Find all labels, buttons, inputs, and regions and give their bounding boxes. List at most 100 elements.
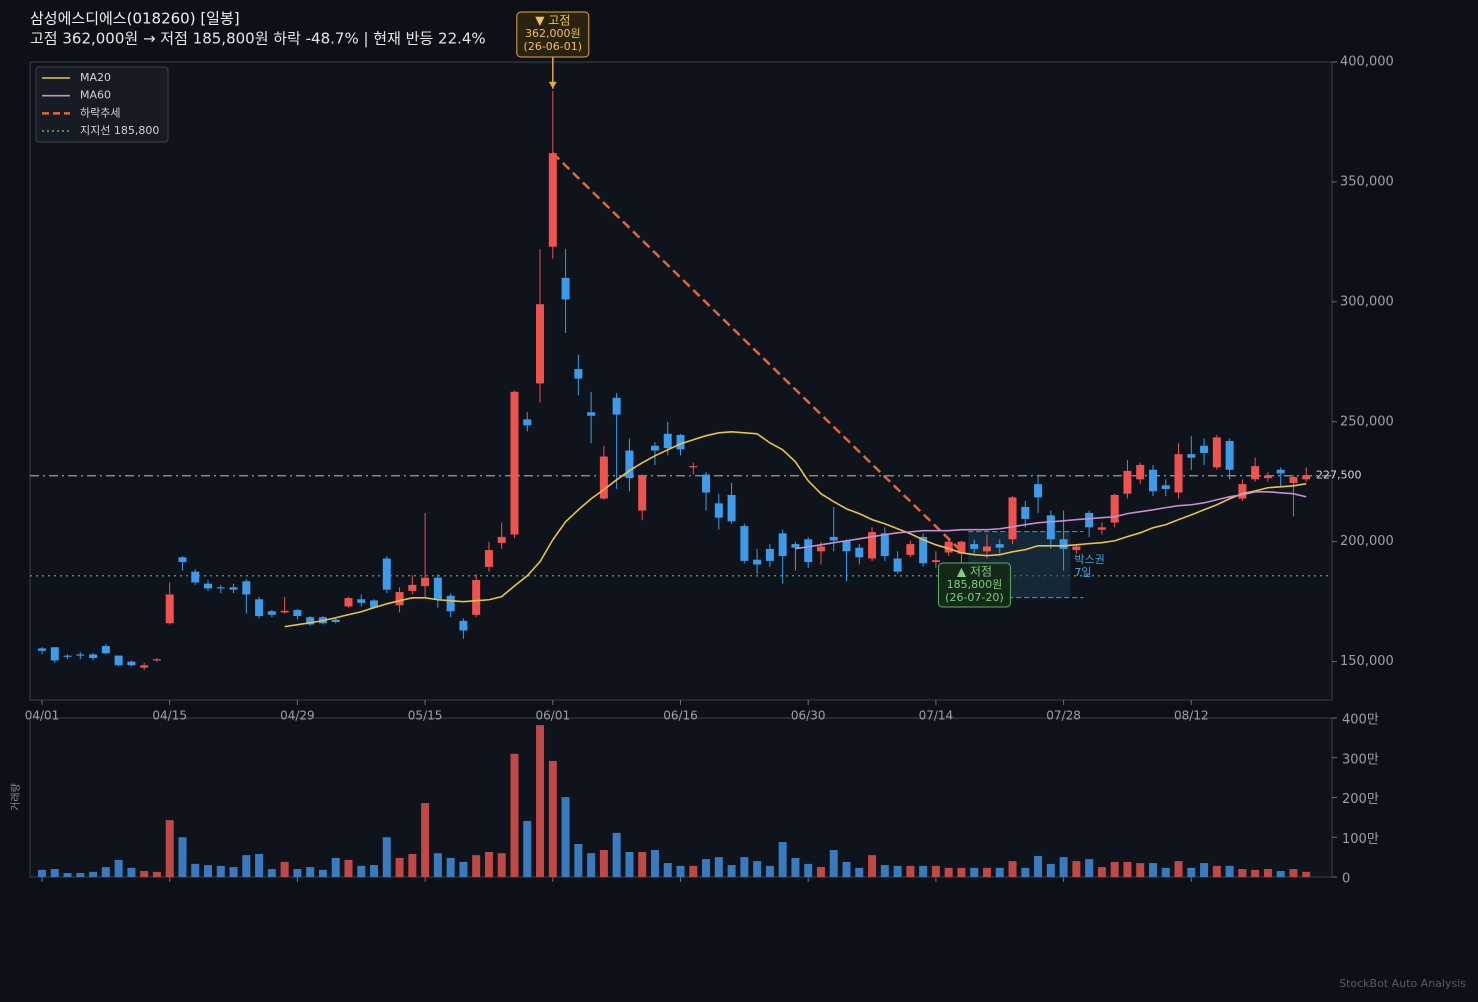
legend-label: 지지선 185,800 [80, 124, 159, 137]
volume-bar [574, 844, 583, 877]
candle-body [804, 539, 813, 563]
candle-body [982, 546, 991, 552]
y-tick-label: 400,000 [1340, 55, 1394, 70]
volume-bar [1200, 863, 1209, 877]
candle-body [1212, 437, 1221, 468]
legend-label: MA60 [80, 89, 111, 102]
candle-body [868, 532, 877, 559]
volume-bar [957, 867, 966, 877]
footer: StockBot Auto Analysis [1339, 977, 1466, 990]
volume-bar [395, 857, 404, 877]
trough-box [937, 562, 1011, 608]
candle-body [191, 571, 200, 583]
volume-axis-label: 거래량 [10, 783, 22, 811]
box-label: 박스권 [1074, 553, 1104, 566]
candle-body [1110, 494, 1119, 523]
candle-body [650, 445, 659, 451]
legend [35, 66, 169, 143]
candle-body [89, 654, 98, 659]
candle-body [114, 655, 123, 666]
chart-title: 삼성에스디에스(018260) [일봉] [30, 10, 240, 28]
candle-body [1034, 484, 1043, 498]
volume-bar [1302, 871, 1311, 877]
candle-body [880, 533, 889, 557]
volume-bar [191, 863, 200, 877]
y-tick-label: 250,000 [1340, 414, 1394, 429]
candle-body [855, 547, 864, 558]
volume-bar [331, 857, 340, 877]
volume-bar [89, 871, 98, 877]
volume-bar [727, 865, 736, 877]
volume-bar [63, 873, 72, 877]
volume-bar [778, 842, 787, 877]
candle-body [382, 558, 391, 590]
volume-bar [1148, 863, 1157, 877]
candle-body [523, 419, 532, 426]
candle-body [778, 533, 787, 557]
candle-body [1085, 512, 1094, 528]
peak-label: (26-06-01) [524, 40, 583, 53]
volume-bar [1289, 869, 1298, 877]
x-tick-label: 08/12 [1174, 709, 1209, 723]
candle-body [395, 592, 404, 606]
volume-bar [280, 861, 289, 877]
candle-body [1008, 497, 1017, 540]
volume-bar [459, 861, 468, 877]
candle-body [753, 559, 762, 565]
volume-bar [1110, 861, 1119, 877]
candle-body [1289, 476, 1298, 483]
volume-bar [599, 849, 608, 877]
volume-tick-label: 400만 [1342, 713, 1379, 728]
volume-bar [523, 820, 532, 877]
candle-body [306, 617, 315, 625]
volume-bar [1263, 869, 1272, 877]
volume-bar [50, 869, 59, 877]
x-tick-label: 06/01 [536, 709, 571, 723]
volume-bar [625, 851, 634, 877]
ma-line [795, 491, 1307, 550]
volume-bar [1174, 861, 1183, 877]
candle-body [331, 619, 340, 623]
candle-body [101, 646, 110, 654]
candle-body [663, 433, 672, 449]
volume-bar [421, 803, 430, 877]
chart-subtitle: 고점 362,000원 → 저점 185,800원 하락 -48.7% | 현재… [30, 30, 486, 48]
volume-bar [229, 867, 238, 877]
candle-body [1263, 475, 1272, 479]
volume-tick-label: 300만 [1342, 752, 1379, 767]
x-tick-label: 04/15 [152, 709, 187, 723]
candle-body [204, 583, 213, 589]
volume-bar [1021, 867, 1030, 877]
legend-label: 하락추세 [80, 105, 120, 119]
volume-bar [561, 797, 570, 877]
y-tick-label: 200,000 [1340, 534, 1394, 549]
candle-body [510, 391, 519, 535]
volume-bar [101, 867, 110, 877]
candle-body [1251, 466, 1260, 480]
candle-body [152, 659, 161, 661]
candle-body [1187, 454, 1196, 458]
candle-body [408, 584, 417, 591]
volume-bar [255, 853, 264, 877]
candle-body [140, 665, 149, 668]
price-panel [29, 61, 1333, 701]
candle-body [536, 304, 545, 384]
candle-body [727, 494, 736, 522]
candle-body [829, 536, 838, 541]
volume-bar [612, 832, 621, 877]
box-label: 7일 [1074, 565, 1091, 579]
candle-body [1123, 470, 1132, 494]
candle-body [765, 548, 774, 561]
volume-bar [204, 865, 213, 877]
volume-bar [1034, 855, 1043, 877]
candle-body [1148, 469, 1157, 492]
candle-body [574, 369, 583, 379]
volume-bar [152, 871, 161, 877]
candle-body [970, 544, 979, 549]
candle-body [1276, 469, 1285, 474]
volume-bar [114, 859, 123, 877]
volume-bar [140, 871, 149, 877]
volume-bar [1225, 865, 1234, 877]
volume-bar [1251, 869, 1260, 877]
